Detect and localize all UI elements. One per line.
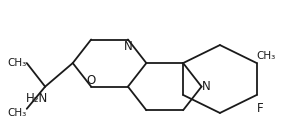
Text: CH₃: CH₃ <box>7 58 27 68</box>
Text: F: F <box>257 102 263 115</box>
Text: CH₃: CH₃ <box>257 51 276 61</box>
Text: N: N <box>124 39 132 52</box>
Text: CH₃: CH₃ <box>7 108 27 118</box>
Text: N: N <box>201 80 210 93</box>
Text: O: O <box>87 74 96 87</box>
Text: H₂N: H₂N <box>26 92 48 105</box>
